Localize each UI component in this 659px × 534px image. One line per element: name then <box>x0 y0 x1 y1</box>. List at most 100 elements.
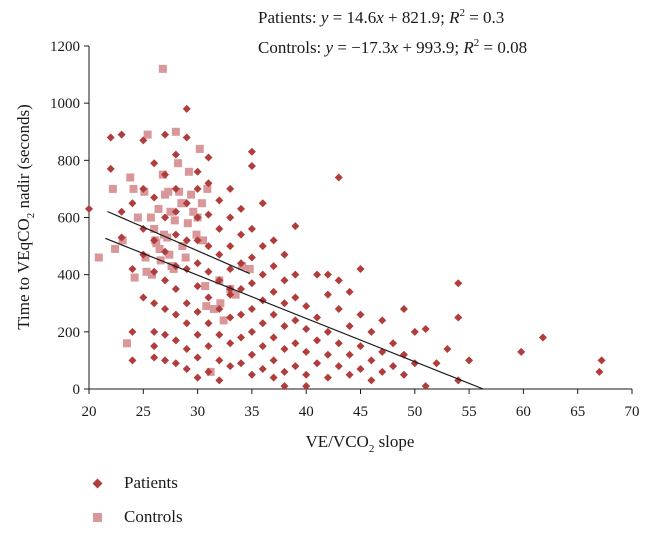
patient-point <box>237 359 246 368</box>
patient-point <box>226 313 235 322</box>
patient-point <box>182 104 191 113</box>
patient-point <box>182 364 191 373</box>
patient-point <box>193 330 202 339</box>
patient-point <box>323 350 332 359</box>
patient-point <box>269 236 278 245</box>
patient-point <box>171 359 180 368</box>
patient-point <box>313 313 322 322</box>
diamond-marker-icon <box>84 478 110 488</box>
patient-point <box>367 376 376 385</box>
axes <box>88 46 632 390</box>
patient-point <box>399 304 408 313</box>
patient-point <box>150 353 159 362</box>
patient-point <box>237 259 246 268</box>
patient-point <box>269 333 278 342</box>
control-point <box>94 253 103 262</box>
patient-point <box>334 276 343 285</box>
control-point <box>142 267 151 276</box>
y-tick-label: 600 <box>58 211 81 227</box>
patient-point <box>150 299 159 308</box>
patient-point <box>258 242 267 251</box>
control-point <box>141 253 150 262</box>
patient-point <box>193 307 202 316</box>
x-tick-label: 50 <box>407 404 422 420</box>
patient-point <box>258 199 267 208</box>
patient-point <box>128 327 137 336</box>
control-point <box>123 339 132 348</box>
controls-equation: Controls: y = −17.3x + 993.9; R2 = 0.08 <box>258 37 527 57</box>
control-point <box>155 244 164 253</box>
patient-point <box>150 193 159 202</box>
patient-point <box>128 264 137 273</box>
series-patients <box>85 104 606 391</box>
y-tick-label: 1000 <box>50 96 80 112</box>
legend-item-controls: Controls <box>84 500 183 534</box>
patient-point <box>258 319 267 328</box>
patient-point <box>443 344 452 353</box>
patients-equation: Patients: y = 14.6x + 821.9; R2 = 0.3 <box>258 7 504 27</box>
legend-label-controls: Controls <box>124 507 183 526</box>
patient-point <box>171 150 180 159</box>
patient-point <box>161 304 170 313</box>
patient-point <box>334 339 343 348</box>
patient-point <box>269 287 278 296</box>
patient-point <box>193 259 202 268</box>
patient-point <box>421 324 430 333</box>
patient-point <box>345 287 354 296</box>
patient-point <box>597 356 606 365</box>
patient-point <box>215 196 224 205</box>
patient-point <box>302 347 311 356</box>
patient-point <box>171 184 180 193</box>
patient-point <box>367 356 376 365</box>
control-point <box>108 184 117 193</box>
scatter-chart: Patients: y = 14.6x + 821.9; R2 = 0.3 Co… <box>14 7 640 455</box>
patient-point <box>182 299 191 308</box>
control-point <box>178 242 187 251</box>
control-point <box>209 304 218 313</box>
patient-point <box>280 299 289 308</box>
x-tick-label: 65 <box>570 404 585 420</box>
patient-point <box>465 356 474 365</box>
x-tick-label: 25 <box>136 404 151 420</box>
control-point <box>126 173 135 182</box>
x-tick-label: 35 <box>244 404 259 420</box>
control-point <box>183 219 192 228</box>
control-point <box>152 239 161 248</box>
patient-point <box>226 213 235 222</box>
x-axis-title: VE/VCO2 slope <box>306 432 415 455</box>
patient-point <box>345 350 354 359</box>
control-point <box>201 282 210 291</box>
control-point <box>154 204 163 213</box>
square-marker-icon <box>84 512 110 522</box>
control-point <box>165 250 174 259</box>
fit-line-controls <box>107 210 250 275</box>
patient-point <box>399 370 408 379</box>
patient-point <box>421 382 430 391</box>
control-point <box>171 127 180 136</box>
patient-point <box>215 304 224 313</box>
patient-point <box>106 133 115 142</box>
patient-point <box>291 270 300 279</box>
patient-point <box>323 327 332 336</box>
x-tick-label: 55 <box>462 404 477 420</box>
x-tick-label: 40 <box>299 404 314 420</box>
patient-point <box>323 373 332 382</box>
patient-point <box>226 290 235 299</box>
patient-point <box>182 199 191 208</box>
patient-point <box>247 304 256 313</box>
patient-point <box>291 362 300 371</box>
patient-point <box>139 224 148 233</box>
legend-item-patients: Patients <box>84 466 183 500</box>
patient-point <box>280 322 289 331</box>
y-tick-label: 400 <box>58 268 81 284</box>
patient-point <box>595 367 604 376</box>
patient-point <box>215 330 224 339</box>
patient-point <box>302 324 311 333</box>
patient-point <box>215 224 224 233</box>
patient-point <box>237 310 246 319</box>
patient-point <box>247 370 256 379</box>
patient-point <box>517 347 526 356</box>
patient-point <box>247 327 256 336</box>
patient-point <box>378 316 387 325</box>
patient-point <box>139 293 148 302</box>
